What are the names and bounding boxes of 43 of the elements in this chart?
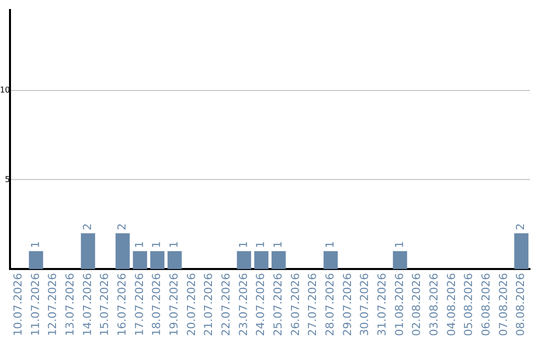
data-label: 2 bbox=[116, 223, 129, 230]
x-tick-label: 14.07.2026 bbox=[80, 273, 94, 336]
x-tick-label: 29.07.2026 bbox=[340, 273, 354, 336]
x-tick-label: 27.07.2026 bbox=[306, 273, 320, 336]
x-tick-label: 08.08.2026 bbox=[514, 273, 528, 336]
x-tick-label: 13.07.2026 bbox=[64, 273, 77, 336]
x-tick-label: 01.08.2026 bbox=[392, 273, 406, 336]
x-tick-label: 16.07.2026 bbox=[116, 273, 129, 336]
x-tick-label: 12.07.2026 bbox=[46, 273, 60, 336]
data-label: 1 bbox=[150, 241, 164, 248]
data-label: 1 bbox=[28, 241, 42, 248]
data-label: 1 bbox=[254, 241, 268, 248]
x-tick-label: 22.07.2026 bbox=[220, 273, 233, 336]
x-tick-label: 11.07.2026 bbox=[28, 273, 42, 336]
data-label: 1 bbox=[132, 241, 146, 248]
x-tick-label: 15.07.2026 bbox=[98, 273, 112, 336]
data-label: 1 bbox=[168, 241, 181, 248]
data-label: 1 bbox=[272, 241, 285, 248]
x-tick-label: 17.07.2026 bbox=[132, 273, 146, 336]
x-tick-label: 31.07.2026 bbox=[376, 273, 389, 336]
x-tick-label: 21.07.2026 bbox=[202, 273, 216, 336]
x-tick-label: 03.08.2026 bbox=[428, 273, 441, 336]
x-tick-label: 05.08.2026 bbox=[462, 273, 476, 336]
x-tick-label: 04.08.2026 bbox=[444, 273, 458, 336]
x-tick-label: 24.07.2026 bbox=[254, 273, 268, 336]
x-tick-label: 06.08.2026 bbox=[480, 273, 493, 336]
data-label: 2 bbox=[80, 223, 94, 230]
x-tick-label: 23.07.2026 bbox=[236, 273, 250, 336]
x-tick-label: 07.08.2026 bbox=[496, 273, 510, 336]
data-label: 1 bbox=[236, 241, 250, 248]
x-tick-label: 30.07.2026 bbox=[358, 273, 372, 336]
x-tick-label: 25.07.2026 bbox=[272, 273, 285, 336]
data-label: 2 bbox=[514, 223, 528, 230]
data-label: 1 bbox=[324, 241, 337, 248]
x-tick-label: 28.07.2026 bbox=[324, 273, 337, 336]
x-tick-label: 19.07.2026 bbox=[168, 273, 181, 336]
x-tick-label: 10.07.2026 bbox=[12, 273, 25, 336]
y-tick-label: 5 bbox=[4, 174, 10, 184]
data-label: 1 bbox=[392, 241, 406, 248]
x-tick-label: 20.07.2026 bbox=[184, 273, 198, 336]
x-tick-label: 26.07.2026 bbox=[288, 273, 302, 336]
x-tick-label: 02.08.2026 bbox=[410, 273, 424, 336]
x-tick-label: 18.07.2026 bbox=[150, 273, 164, 336]
